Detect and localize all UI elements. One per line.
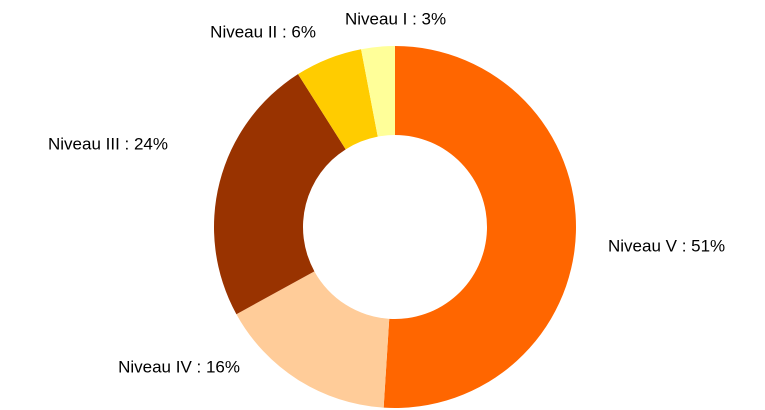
slice-label: Niveau V : 51% <box>608 236 725 255</box>
donut-slice <box>361 46 395 137</box>
slice-label: Niveau II : 6% <box>210 22 316 41</box>
donut-slice <box>213 74 346 315</box>
slice-label: Niveau III : 24% <box>48 134 168 153</box>
slice-label: Niveau IV : 16% <box>118 357 240 376</box>
donut-slice <box>383 46 576 408</box>
donut-slice <box>236 271 390 408</box>
slice-label: Niveau I : 3% <box>345 9 446 28</box>
donut-slice <box>298 49 378 150</box>
